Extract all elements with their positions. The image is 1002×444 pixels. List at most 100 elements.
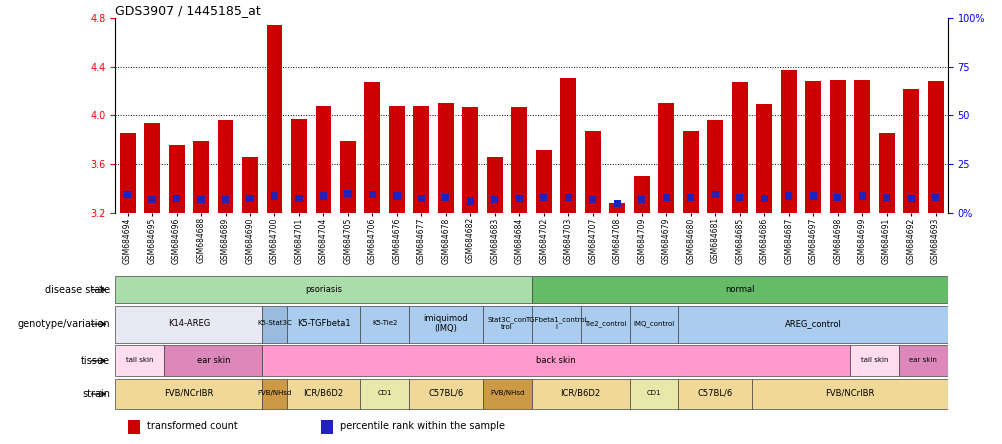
- Bar: [119, 133, 135, 213]
- Bar: [752, 379, 947, 409]
- Text: normal: normal: [724, 285, 754, 293]
- Bar: [682, 131, 698, 213]
- Bar: [360, 306, 409, 342]
- Bar: [858, 192, 865, 200]
- Bar: [711, 191, 718, 198]
- Bar: [854, 80, 869, 213]
- Text: AREG_control: AREG_control: [784, 319, 841, 328]
- Bar: [221, 196, 228, 203]
- Text: ICR/B6D2: ICR/B6D2: [303, 389, 344, 398]
- Bar: [413, 106, 429, 213]
- Bar: [193, 141, 208, 213]
- Text: ear skin: ear skin: [196, 356, 229, 365]
- Text: percentile rank within the sample: percentile rank within the sample: [340, 420, 504, 431]
- Text: FVB/NCrIBR: FVB/NCrIBR: [164, 389, 213, 398]
- Bar: [409, 306, 482, 342]
- Bar: [321, 420, 333, 434]
- Bar: [902, 89, 918, 213]
- Bar: [287, 379, 360, 409]
- Bar: [148, 196, 155, 203]
- Bar: [580, 306, 629, 342]
- Bar: [128, 420, 140, 434]
- Bar: [540, 194, 547, 201]
- Bar: [246, 195, 254, 202]
- Bar: [735, 194, 742, 201]
- Bar: [144, 123, 160, 213]
- Bar: [531, 277, 947, 303]
- Text: imiquimod
(IMQ): imiquimod (IMQ): [423, 314, 468, 333]
- Bar: [296, 195, 303, 202]
- Bar: [731, 83, 746, 213]
- Text: C57BL/6: C57BL/6: [697, 389, 732, 398]
- Text: Stat3C_con
trol: Stat3C_con trol: [487, 317, 526, 330]
- Bar: [262, 306, 287, 342]
- Bar: [535, 150, 551, 213]
- Bar: [115, 277, 531, 303]
- Bar: [172, 195, 180, 202]
- Text: genotype/variation: genotype/variation: [18, 319, 110, 329]
- Bar: [511, 107, 527, 213]
- Text: disease state: disease state: [45, 285, 110, 295]
- Bar: [805, 81, 821, 213]
- Bar: [785, 192, 792, 200]
- Bar: [369, 191, 376, 198]
- Bar: [291, 119, 307, 213]
- Bar: [677, 379, 752, 409]
- Text: K5-Stat3C: K5-Stat3C: [257, 320, 292, 326]
- Text: tail skin: tail skin: [860, 357, 887, 363]
- Bar: [898, 345, 947, 376]
- Text: CD1: CD1: [377, 390, 392, 396]
- Bar: [629, 379, 677, 409]
- Bar: [197, 196, 204, 203]
- Text: C57BL/6: C57BL/6: [428, 389, 463, 398]
- Text: back skin: back skin: [536, 356, 575, 365]
- Text: ear skin: ear skin: [909, 357, 936, 363]
- Bar: [115, 345, 164, 376]
- Bar: [609, 203, 624, 213]
- Bar: [393, 192, 400, 200]
- Bar: [389, 106, 405, 213]
- Text: FVB/NCrIBR: FVB/NCrIBR: [825, 389, 874, 398]
- Bar: [515, 195, 522, 202]
- Bar: [706, 120, 722, 213]
- Bar: [756, 104, 772, 213]
- Bar: [834, 194, 841, 201]
- Bar: [241, 157, 258, 213]
- Text: K5-TGFbeta1: K5-TGFbeta1: [297, 319, 350, 328]
- Text: FVB/NHsd: FVB/NHsd: [489, 390, 524, 396]
- Bar: [686, 194, 693, 201]
- Bar: [849, 345, 898, 376]
- Bar: [588, 196, 596, 203]
- Bar: [438, 103, 453, 213]
- Bar: [760, 195, 767, 202]
- Bar: [124, 191, 131, 198]
- Bar: [531, 306, 580, 342]
- Bar: [829, 80, 845, 213]
- Bar: [360, 379, 409, 409]
- Bar: [168, 145, 184, 213]
- Text: strain: strain: [82, 389, 110, 399]
- Bar: [115, 379, 262, 409]
- Bar: [442, 194, 449, 201]
- Bar: [287, 306, 360, 342]
- Bar: [115, 306, 262, 342]
- Bar: [564, 194, 571, 201]
- Bar: [267, 25, 283, 213]
- Text: CD1: CD1: [646, 390, 660, 396]
- Text: K5-Tie2: K5-Tie2: [372, 320, 397, 326]
- Bar: [531, 379, 629, 409]
- Bar: [637, 196, 644, 203]
- Bar: [466, 197, 474, 205]
- Bar: [809, 192, 816, 200]
- Bar: [677, 306, 947, 342]
- Text: psoriasis: psoriasis: [305, 285, 342, 293]
- Text: FVB/NHsd: FVB/NHsd: [258, 390, 292, 396]
- Bar: [560, 78, 576, 213]
- Bar: [657, 103, 673, 213]
- Bar: [482, 379, 531, 409]
- Bar: [907, 195, 914, 202]
- Bar: [491, 196, 498, 203]
- Bar: [584, 131, 600, 213]
- Bar: [780, 70, 796, 213]
- Bar: [217, 120, 233, 213]
